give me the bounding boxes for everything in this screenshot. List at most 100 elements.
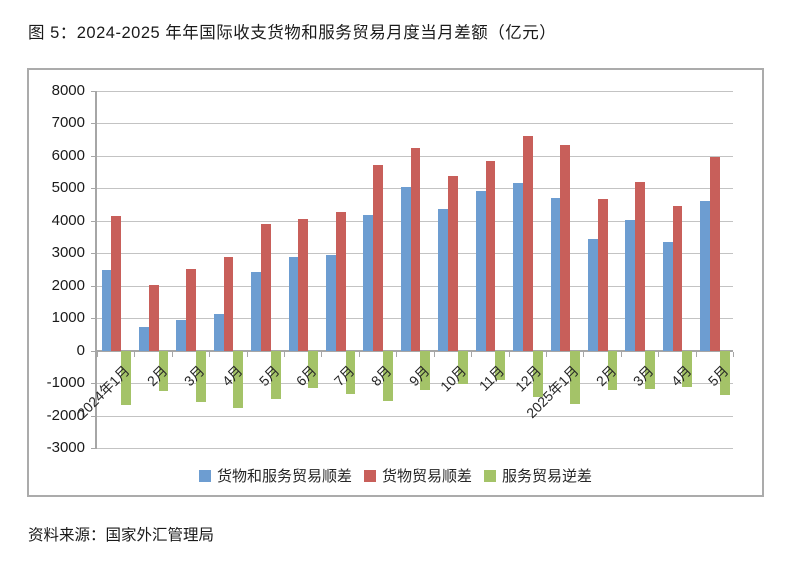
bar-货物贸易顺差-4月 xyxy=(672,205,683,351)
chart-legend: 货物和服务贸易顺差 货物贸易顺差 服务贸易逆差 xyxy=(29,465,762,486)
bar-货物和服务贸易顺差-5月 xyxy=(700,200,710,351)
bar-货物贸易顺差-8月 xyxy=(373,165,384,351)
bar-货物和服务贸易顺差-12月 xyxy=(513,182,523,351)
bar-货物贸易顺差-6月 xyxy=(298,219,309,351)
y-axis-tick xyxy=(91,285,97,287)
y-axis-label: 2000 xyxy=(51,276,85,294)
bar-服务贸易逆差-2月 xyxy=(158,350,169,392)
gridline xyxy=(97,91,733,92)
category-tick xyxy=(171,351,173,357)
y-axis-tick xyxy=(91,155,97,157)
bar-服务贸易逆差-8月 xyxy=(383,350,393,401)
y-axis-label: 7000 xyxy=(51,114,85,132)
y-axis-tick xyxy=(91,318,97,320)
y-axis-label: 1000 xyxy=(51,309,85,327)
bar-服务贸易逆差-2月 xyxy=(607,350,618,390)
bar-货物和服务贸易顺差-2月 xyxy=(139,327,149,351)
y-axis-tick xyxy=(91,253,97,255)
y-axis-label: -3000 xyxy=(46,439,85,456)
category-tick xyxy=(433,351,435,357)
legend-item-货物和服务贸易顺差: 货物和服务贸易顺差 xyxy=(198,465,352,486)
gridline xyxy=(97,349,733,352)
bar-服务贸易逆差-3月 xyxy=(644,350,655,390)
bar-货物和服务贸易顺差-10月 xyxy=(438,208,449,351)
bar-货物和服务贸易顺差-8月 xyxy=(363,215,374,351)
category-tick xyxy=(396,351,398,357)
bar-货物贸易顺差-3月 xyxy=(186,268,197,351)
legend-label: 货物贸易顺差 xyxy=(381,468,472,485)
bar-货物贸易顺差-7月 xyxy=(335,211,346,351)
gridline xyxy=(97,415,733,417)
y-axis-label: 8000 xyxy=(51,82,85,99)
bar-服务贸易逆差-5月 xyxy=(719,350,730,395)
y-axis-tick xyxy=(91,91,97,92)
category-tick xyxy=(284,351,286,357)
category-tick xyxy=(695,351,697,357)
category-tick xyxy=(209,351,211,357)
bar-货物和服务贸易顺差-2025年1月 xyxy=(550,198,561,351)
bar-货物和服务贸易顺差-3月 xyxy=(625,220,636,351)
bar-服务贸易逆差-6月 xyxy=(308,350,319,389)
y-axis-tick xyxy=(91,383,97,385)
category-tick xyxy=(733,351,734,357)
y-axis-tick xyxy=(91,350,97,352)
category-tick xyxy=(246,351,248,357)
bar-服务贸易逆差-3月 xyxy=(196,350,206,402)
legend-swatch-icon xyxy=(484,469,496,482)
legend-label: 服务贸易逆差 xyxy=(502,468,593,485)
category-tick xyxy=(620,351,622,357)
category-tick xyxy=(358,351,360,357)
bar-货物和服务贸易顺差-9月 xyxy=(400,187,411,351)
bar-货物和服务贸易顺差-2月 xyxy=(587,238,598,351)
y-axis-label: 0 xyxy=(76,341,85,359)
bar-服务贸易逆差-5月 xyxy=(270,350,281,399)
bar-服务贸易逆差-4月 xyxy=(682,350,693,388)
bar-货物贸易顺差-5月 xyxy=(709,156,720,351)
y-axis-label: 5000 xyxy=(51,179,85,197)
bar-服务贸易逆差-9月 xyxy=(420,350,431,390)
y-axis-tick xyxy=(91,188,97,190)
bar-服务贸易逆差-11月 xyxy=(495,350,506,381)
category-tick xyxy=(134,351,136,357)
category-tick xyxy=(321,351,323,357)
bar-服务贸易逆差-2025年1月 xyxy=(570,350,580,405)
category-tick xyxy=(508,351,510,357)
bar-货物和服务贸易顺差-5月 xyxy=(251,272,262,351)
bar-服务贸易逆差-7月 xyxy=(345,350,356,395)
bar-货物贸易顺差-2025年1月 xyxy=(560,145,571,351)
legend-item-货物贸易顺差: 货物贸易顺差 xyxy=(363,465,472,486)
category-tick xyxy=(583,351,585,357)
gridline xyxy=(97,123,733,125)
bar-货物和服务贸易顺差-4月 xyxy=(662,242,673,351)
chart-frame: 8000 7000 6000 5000 4000 3000 2000 1000 0 -1000 -2… xyxy=(27,68,764,497)
y-axis-tick xyxy=(91,448,97,449)
bar-货物和服务贸易顺差-2024年1月 xyxy=(101,270,112,351)
bar-货物贸易顺差-11月 xyxy=(485,161,496,351)
category-tick xyxy=(658,351,660,357)
bar-货物贸易顺差-2月 xyxy=(597,199,608,351)
chart-title: 图 5：2024-2025 年年国际收支货物和服务贸易月度当月差额（亿元） xyxy=(28,24,557,42)
category-tick xyxy=(471,351,473,357)
bar-服务贸易逆差-10月 xyxy=(457,350,468,384)
category-tick xyxy=(97,351,98,357)
y-axis-label: 4000 xyxy=(51,211,85,229)
y-axis-tick xyxy=(91,415,97,417)
bar-服务贸易逆差-2024年1月 xyxy=(121,350,131,405)
bar-货物和服务贸易顺差-4月 xyxy=(213,314,224,351)
gridline xyxy=(97,383,733,385)
bar-货物贸易顺差-2024年1月 xyxy=(111,215,122,351)
bar-货物贸易顺差-10月 xyxy=(448,175,458,351)
bar-服务贸易逆差-12月 xyxy=(532,350,543,398)
bar-货物贸易顺差-4月 xyxy=(223,257,234,351)
legend-item-服务贸易逆差: 服务贸易逆差 xyxy=(484,465,592,486)
y-axis-label: -2000 xyxy=(46,406,85,424)
bar-货物和服务贸易顺差-6月 xyxy=(288,256,299,351)
bar-货物和服务贸易顺差-7月 xyxy=(326,255,336,351)
y-axis-label: -1000 xyxy=(46,374,85,392)
y-axis-label: 3000 xyxy=(51,244,85,262)
bar-货物贸易顺差-2月 xyxy=(148,285,159,351)
bar-货物和服务贸易顺差-11月 xyxy=(475,190,486,351)
category-tick xyxy=(545,351,547,357)
bar-货物贸易顺差-5月 xyxy=(261,224,271,351)
